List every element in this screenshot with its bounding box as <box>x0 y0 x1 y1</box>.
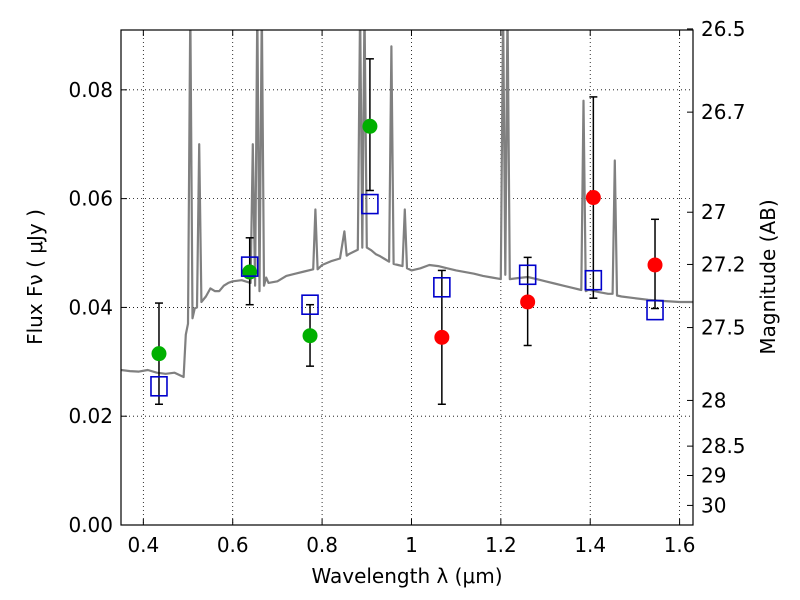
x-tick-label: 0.8 <box>306 533 338 557</box>
axis-ticks <box>121 28 693 526</box>
x-tick-label: 0.6 <box>217 533 249 557</box>
right-axis-title: Magnitude (AB) <box>756 199 780 354</box>
right-tick-label: 27 <box>701 200 726 224</box>
right-tick-label: 28.5 <box>701 434 746 458</box>
model-band-square <box>518 264 537 286</box>
red-point <box>647 257 663 273</box>
model-band-square <box>240 256 259 277</box>
green-point <box>151 346 167 362</box>
y-tick-label: 0.04 <box>68 295 113 319</box>
red-point <box>434 329 450 345</box>
model-band-square <box>646 299 664 321</box>
model-spectrum <box>121 30 693 379</box>
x-tick-label: 0.4 <box>127 533 159 557</box>
tick-labels: 0.4 0.6 0.8 1 1.2 1.4 1.6 0.00 0.02 0.04 0.06 0.08 2… <box>68 17 745 557</box>
grid-lines <box>121 30 693 526</box>
x-tick-label: 1.6 <box>664 533 696 557</box>
right-tick-label: 27.5 <box>701 316 746 340</box>
plot-frame <box>120 29 694 526</box>
right-tick-label: 28 <box>701 388 726 412</box>
green-point <box>362 118 378 134</box>
model-band-square <box>301 294 319 315</box>
right-tick-label: 26.5 <box>701 17 746 41</box>
y-tick-label: 0.00 <box>68 513 113 537</box>
right-tick-label: 26.7 <box>701 100 746 124</box>
model-band-square <box>361 193 379 215</box>
red-point <box>520 294 536 310</box>
x-tick-label: 1.2 <box>485 533 517 557</box>
x-tick-label: 1 <box>405 533 418 557</box>
green-point <box>302 328 318 344</box>
right-tick-label: 29 <box>701 464 726 488</box>
model-band-square <box>150 375 168 397</box>
right-tick-label: 27.2 <box>701 252 746 276</box>
model-band-square <box>584 269 603 291</box>
y-axis-title: Flux Fν ( μJy ) <box>23 209 47 345</box>
x-axis-title: Wavelength λ (μm) <box>311 564 502 588</box>
red-point <box>585 190 601 206</box>
right-tick-label: 30 <box>701 493 726 517</box>
model-band-square <box>433 276 451 298</box>
data-markers <box>150 118 664 397</box>
x-tick-label: 1.4 <box>574 533 606 557</box>
model-spectrum-line <box>121 30 693 379</box>
y-tick-label: 0.06 <box>68 187 113 211</box>
green-point <box>242 264 258 280</box>
y-tick-label: 0.08 <box>68 78 113 102</box>
y-tick-label: 0.02 <box>68 404 113 428</box>
